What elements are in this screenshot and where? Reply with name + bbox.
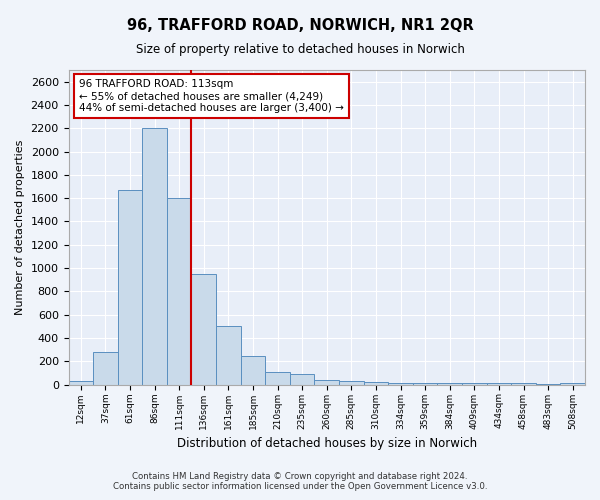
Text: Contains HM Land Registry data © Crown copyright and database right 2024.
Contai: Contains HM Land Registry data © Crown c… (113, 472, 487, 491)
Bar (68, 381, 93, 384)
Text: Size of property relative to detached houses in Norwich: Size of property relative to detached ho… (136, 42, 464, 56)
Text: 96 TRAFFORD ROAD: 113sqm
← 55% of detached houses are smaller (4,249)
44% of sem: 96 TRAFFORD ROAD: 113sqm ← 55% of detach… (79, 80, 344, 112)
Bar (364, 382, 388, 384)
Bar (216, 326, 241, 384)
Bar (388, 383, 413, 384)
Bar (314, 380, 339, 384)
Text: 96, TRAFFORD ROAD, NORWICH, NR1 2QR: 96, TRAFFORD ROAD, NORWICH, NR1 2QR (127, 18, 473, 32)
Bar (191, 274, 216, 384)
Bar (142, 128, 167, 384)
Bar (93, 352, 118, 384)
X-axis label: Distribution of detached houses by size in Norwich: Distribution of detached houses by size … (177, 437, 477, 450)
Bar (339, 380, 364, 384)
Bar (241, 356, 265, 384)
Y-axis label: Number of detached properties: Number of detached properties (15, 140, 25, 315)
Bar (118, 190, 142, 384)
Bar (462, 383, 487, 384)
Bar (265, 372, 290, 384)
Bar (167, 198, 191, 384)
Bar (290, 374, 314, 384)
